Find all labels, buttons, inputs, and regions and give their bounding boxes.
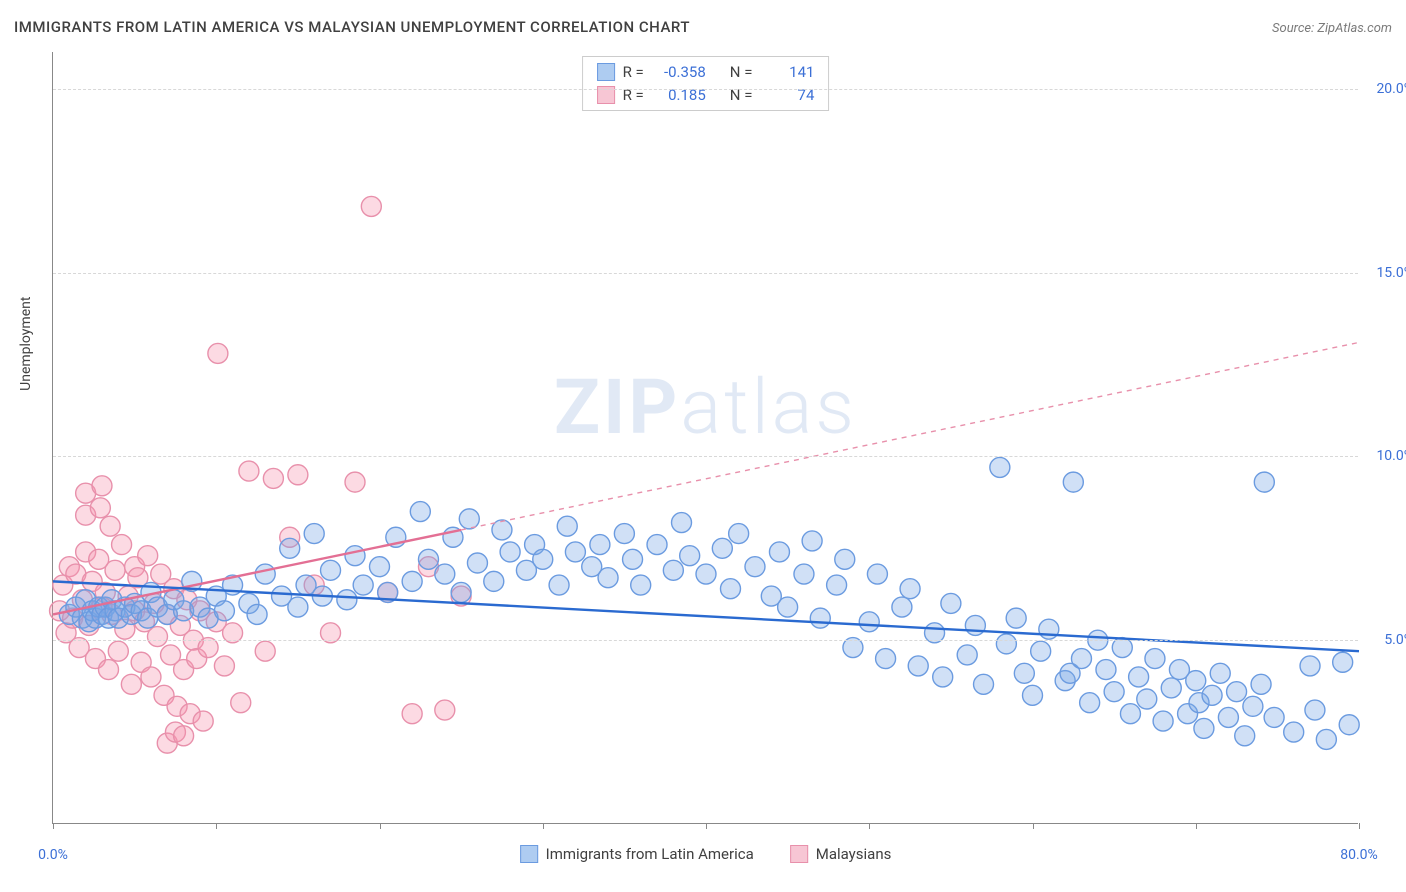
- r-value-latin: -0.358: [654, 61, 706, 84]
- swatch-latin: [597, 63, 615, 81]
- y-axis-label: Unemployment: [18, 297, 34, 391]
- legend-swatch-malay: [790, 845, 808, 863]
- r-value-malay: 0.185: [654, 84, 706, 107]
- scatter-plot-svg: [53, 52, 1358, 823]
- n-value-latin: 141: [762, 61, 814, 84]
- source-attribution: Source: ZipAtlas.com: [1272, 21, 1392, 36]
- legend-item-malay: Malaysians: [790, 845, 892, 863]
- y-tick-label: 5.0%: [1384, 632, 1406, 648]
- chart-title: IMMIGRANTS FROM LATIN AMERICA VS MALAYSI…: [14, 18, 690, 36]
- y-tick-label: 20.0%: [1376, 81, 1406, 97]
- stats-row-malay: R = 0.185 N = 74: [597, 84, 815, 107]
- stats-row-latin: R = -0.358 N = 141: [597, 61, 815, 84]
- y-tick-label: 10.0%: [1376, 448, 1406, 464]
- x-tick-label: 0.0%: [38, 847, 68, 863]
- correlation-stats-box: R = -0.358 N = 141 R = 0.185 N = 74: [582, 56, 830, 111]
- y-tick-label: 15.0%: [1376, 265, 1406, 281]
- legend-swatch-latin: [520, 845, 538, 863]
- chart-plot-area: ZIPatlas R = -0.358 N = 141 R = 0.185 N …: [52, 52, 1358, 824]
- n-value-malay: 74: [762, 84, 814, 107]
- legend-item-latin: Immigrants from Latin America: [520, 845, 754, 863]
- legend: Immigrants from Latin America Malaysians: [520, 845, 892, 863]
- x-tick-label: 80.0%: [1340, 847, 1378, 863]
